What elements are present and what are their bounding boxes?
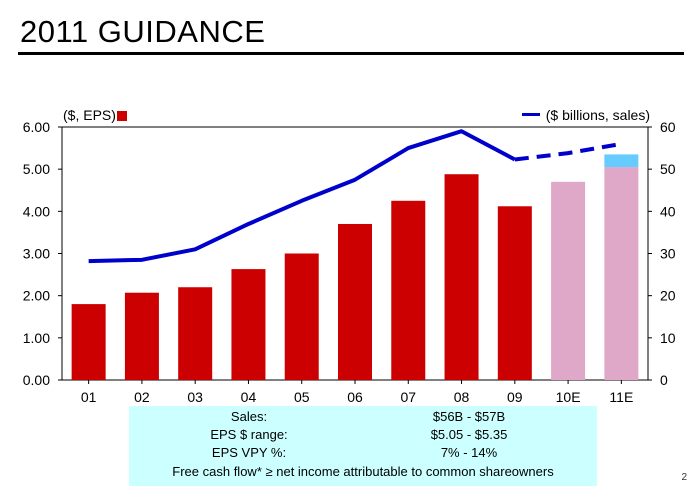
page-number: 2 xyxy=(681,472,687,483)
x-tick-label: 01 xyxy=(81,389,97,405)
y-left-tick-label: 0.00 xyxy=(23,372,50,388)
guidance-label: EPS VPY %: xyxy=(211,445,287,460)
eps-guidance-range-bar xyxy=(604,154,639,168)
guidance-row-eps-vpy: EPS VPY %: 7% - 14% xyxy=(129,445,597,461)
eps-bar xyxy=(338,223,372,380)
eps-bar xyxy=(391,200,426,380)
legend-sales-line-swatch xyxy=(521,113,540,116)
y-right-tick-label: 50 xyxy=(660,161,676,177)
page-title: 2011 GUIDANCE xyxy=(20,14,266,49)
x-tick-label: 06 xyxy=(347,389,363,405)
legend-eps-label: ($, EPS) xyxy=(63,107,116,123)
x-tick-label: 10E xyxy=(556,389,581,405)
y-left-tick-label: 1.00 xyxy=(23,330,50,346)
eps-bar xyxy=(124,292,159,380)
guidance-label: Sales: xyxy=(230,409,268,424)
eps-bar xyxy=(71,304,106,380)
x-tick-label: 09 xyxy=(507,389,523,405)
eps-bar xyxy=(444,174,479,380)
guidance-value: 7% - 14% xyxy=(440,445,498,460)
legend-eps-swatch xyxy=(116,111,127,121)
y-left-tick-label: 5.00 xyxy=(23,161,50,177)
guidance-row-eps-range: EPS $ range: $5.05 - $5.35 xyxy=(129,427,597,443)
guidance-summary-box: Sales: $56B - $57B EPS $ range: $5.05 - … xyxy=(129,406,597,486)
legend-sales: ($ billions, sales) xyxy=(521,107,650,123)
y-right-tick-label: 20 xyxy=(660,288,676,304)
guidance-footnote: Free cash flow* ≥ net income attributabl… xyxy=(172,464,554,479)
eps-bar xyxy=(551,181,586,380)
guidance-label: EPS $ range: xyxy=(210,427,288,442)
y-right-tick-label: 40 xyxy=(660,203,676,219)
x-tick-label: 05 xyxy=(294,389,310,405)
y-left-tick-label: 2.00 xyxy=(23,288,50,304)
y-right-tick-label: 30 xyxy=(660,246,676,262)
y-right-tick-label: 60 xyxy=(660,119,676,135)
x-tick-label: 03 xyxy=(187,389,203,405)
x-tick-label: 04 xyxy=(241,389,257,405)
legend-sales-label: ($ billions, sales) xyxy=(545,107,650,123)
x-tick-label: 07 xyxy=(400,389,416,405)
eps-bar xyxy=(604,167,639,380)
x-tick-label: 11E xyxy=(609,389,633,405)
y-left-tick-label: 4.00 xyxy=(23,203,50,219)
y-left-tick-label: 6.00 xyxy=(23,119,50,135)
y-right-tick-label: 0 xyxy=(660,372,668,388)
guidance-value: $5.05 - $5.35 xyxy=(430,427,508,442)
legend-eps: ($, EPS) xyxy=(63,107,127,123)
y-left-tick-label: 3.00 xyxy=(23,246,50,262)
eps-bar xyxy=(178,287,213,380)
eps-bar xyxy=(284,253,319,380)
y-right-tick-label: 10 xyxy=(660,330,676,346)
x-tick-label: 02 xyxy=(134,389,150,405)
sales-line-estimate xyxy=(514,141,622,162)
title-divider xyxy=(18,52,684,55)
guidance-row-sales: Sales: $56B - $57B xyxy=(129,409,597,425)
sales-line-actual xyxy=(88,129,516,264)
eps-bar xyxy=(497,206,532,380)
x-tick-label: 08 xyxy=(454,389,470,405)
eps-bar xyxy=(231,269,266,380)
guidance-value: $56B - $57B xyxy=(432,409,506,424)
